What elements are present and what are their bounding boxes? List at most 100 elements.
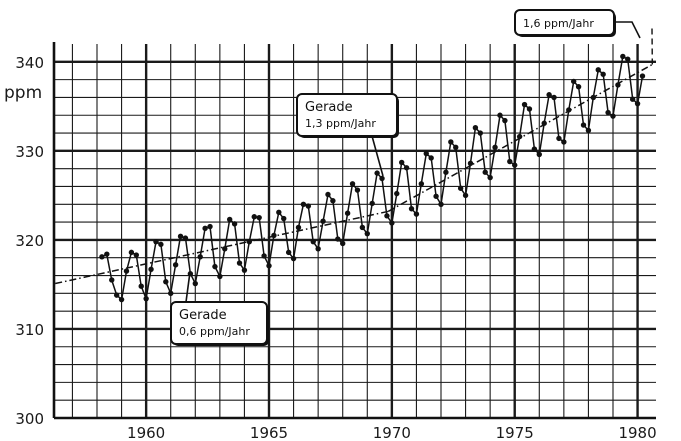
data-point — [408, 206, 415, 212]
data-point — [457, 185, 464, 191]
data-point — [148, 266, 154, 272]
data-point — [202, 225, 208, 232]
data-point — [192, 280, 198, 287]
data-point — [197, 254, 203, 260]
data-point — [222, 246, 228, 252]
y-tick-label: 330 — [15, 143, 44, 161]
data-point — [379, 175, 385, 182]
data-point — [556, 135, 562, 142]
data-point — [369, 200, 375, 207]
data-point — [182, 235, 189, 241]
data-point — [634, 100, 641, 107]
data-point — [423, 150, 429, 157]
data-point — [163, 279, 169, 285]
data-point — [566, 107, 572, 113]
data-point — [128, 249, 135, 256]
x-tick-label: 1965 — [250, 424, 288, 441]
data-point — [482, 169, 488, 175]
data-point — [118, 296, 125, 303]
data-point — [231, 221, 238, 227]
annotations: 1,6 ppm/Jahr Gerade 1,3 ppm/Jahr Gerade 0,6 … — [170, 9, 641, 346]
annotation-pointer — [614, 21, 641, 39]
data-point — [620, 53, 626, 60]
data-point — [330, 198, 336, 204]
data-point — [354, 187, 361, 193]
data-point — [359, 224, 366, 231]
annotation-1: 1,6 ppm/Jahr — [514, 9, 641, 39]
annotation-text: 1,6 ppm/Jahr — [523, 17, 594, 30]
y-tick-label: 340 — [15, 54, 44, 72]
data-point — [226, 216, 233, 223]
data-point — [413, 211, 420, 217]
data-point — [153, 238, 159, 245]
data-point — [610, 113, 616, 119]
data-point — [561, 139, 567, 145]
data-point — [453, 144, 459, 150]
data-point — [551, 94, 557, 101]
data-point — [570, 78, 577, 85]
data-point — [507, 158, 513, 165]
x-tick-label: 1980 — [618, 424, 656, 441]
data-point — [639, 73, 646, 79]
data-point — [403, 165, 410, 171]
data-point — [492, 144, 498, 150]
data-point — [241, 267, 248, 273]
data-point — [325, 191, 331, 198]
data-point — [271, 232, 277, 239]
annotation-text: 0,6 ppm/Jahr — [179, 325, 250, 338]
data-point — [443, 169, 449, 175]
data-point — [285, 249, 292, 256]
data-point — [521, 101, 528, 108]
data-point — [143, 295, 149, 302]
data-point — [629, 96, 636, 102]
data-point — [541, 120, 547, 126]
data-point — [526, 106, 533, 112]
data-point — [344, 210, 351, 216]
data-point — [516, 133, 523, 140]
y-tick-label: 310 — [15, 321, 44, 339]
data-point — [418, 181, 425, 187]
data-point — [394, 190, 400, 197]
data-point — [512, 162, 518, 168]
annotation-pointer — [185, 271, 191, 303]
data-point — [99, 254, 105, 260]
data-point — [536, 151, 542, 158]
data-point — [477, 130, 484, 136]
annotation-text: Gerade — [305, 100, 353, 115]
data-point — [158, 241, 164, 248]
data-point — [123, 268, 130, 274]
data-point — [276, 209, 282, 215]
data-point — [246, 238, 253, 245]
data-point — [625, 56, 631, 62]
data-point — [472, 125, 479, 131]
data-point — [502, 117, 508, 124]
data-point — [212, 263, 218, 270]
y-tick-label: 300 — [15, 410, 44, 428]
data-point — [168, 290, 174, 297]
data-point — [251, 214, 257, 220]
annotation-pointer — [371, 135, 384, 177]
trend-lines — [55, 27, 654, 285]
data-point — [585, 127, 592, 134]
data-point — [207, 223, 213, 230]
data-point — [531, 146, 538, 152]
data-point — [315, 246, 321, 252]
data-point — [295, 224, 302, 231]
data-point — [487, 174, 493, 181]
data-point — [448, 139, 454, 145]
data-point — [290, 255, 297, 262]
data-point — [575, 84, 582, 90]
data-point — [138, 283, 144, 289]
data-point — [217, 273, 223, 280]
x-tick-label: 1960 — [127, 424, 165, 441]
y-axis-unit-label: ppm — [4, 83, 42, 103]
trend-line — [55, 210, 389, 285]
data-point — [467, 160, 474, 167]
annotation-3: Gerade 0,6 ppm/Jahr — [170, 271, 269, 346]
data-point — [113, 292, 120, 298]
series-line — [101, 55, 644, 302]
data-point — [281, 215, 287, 222]
data-point — [133, 252, 140, 258]
